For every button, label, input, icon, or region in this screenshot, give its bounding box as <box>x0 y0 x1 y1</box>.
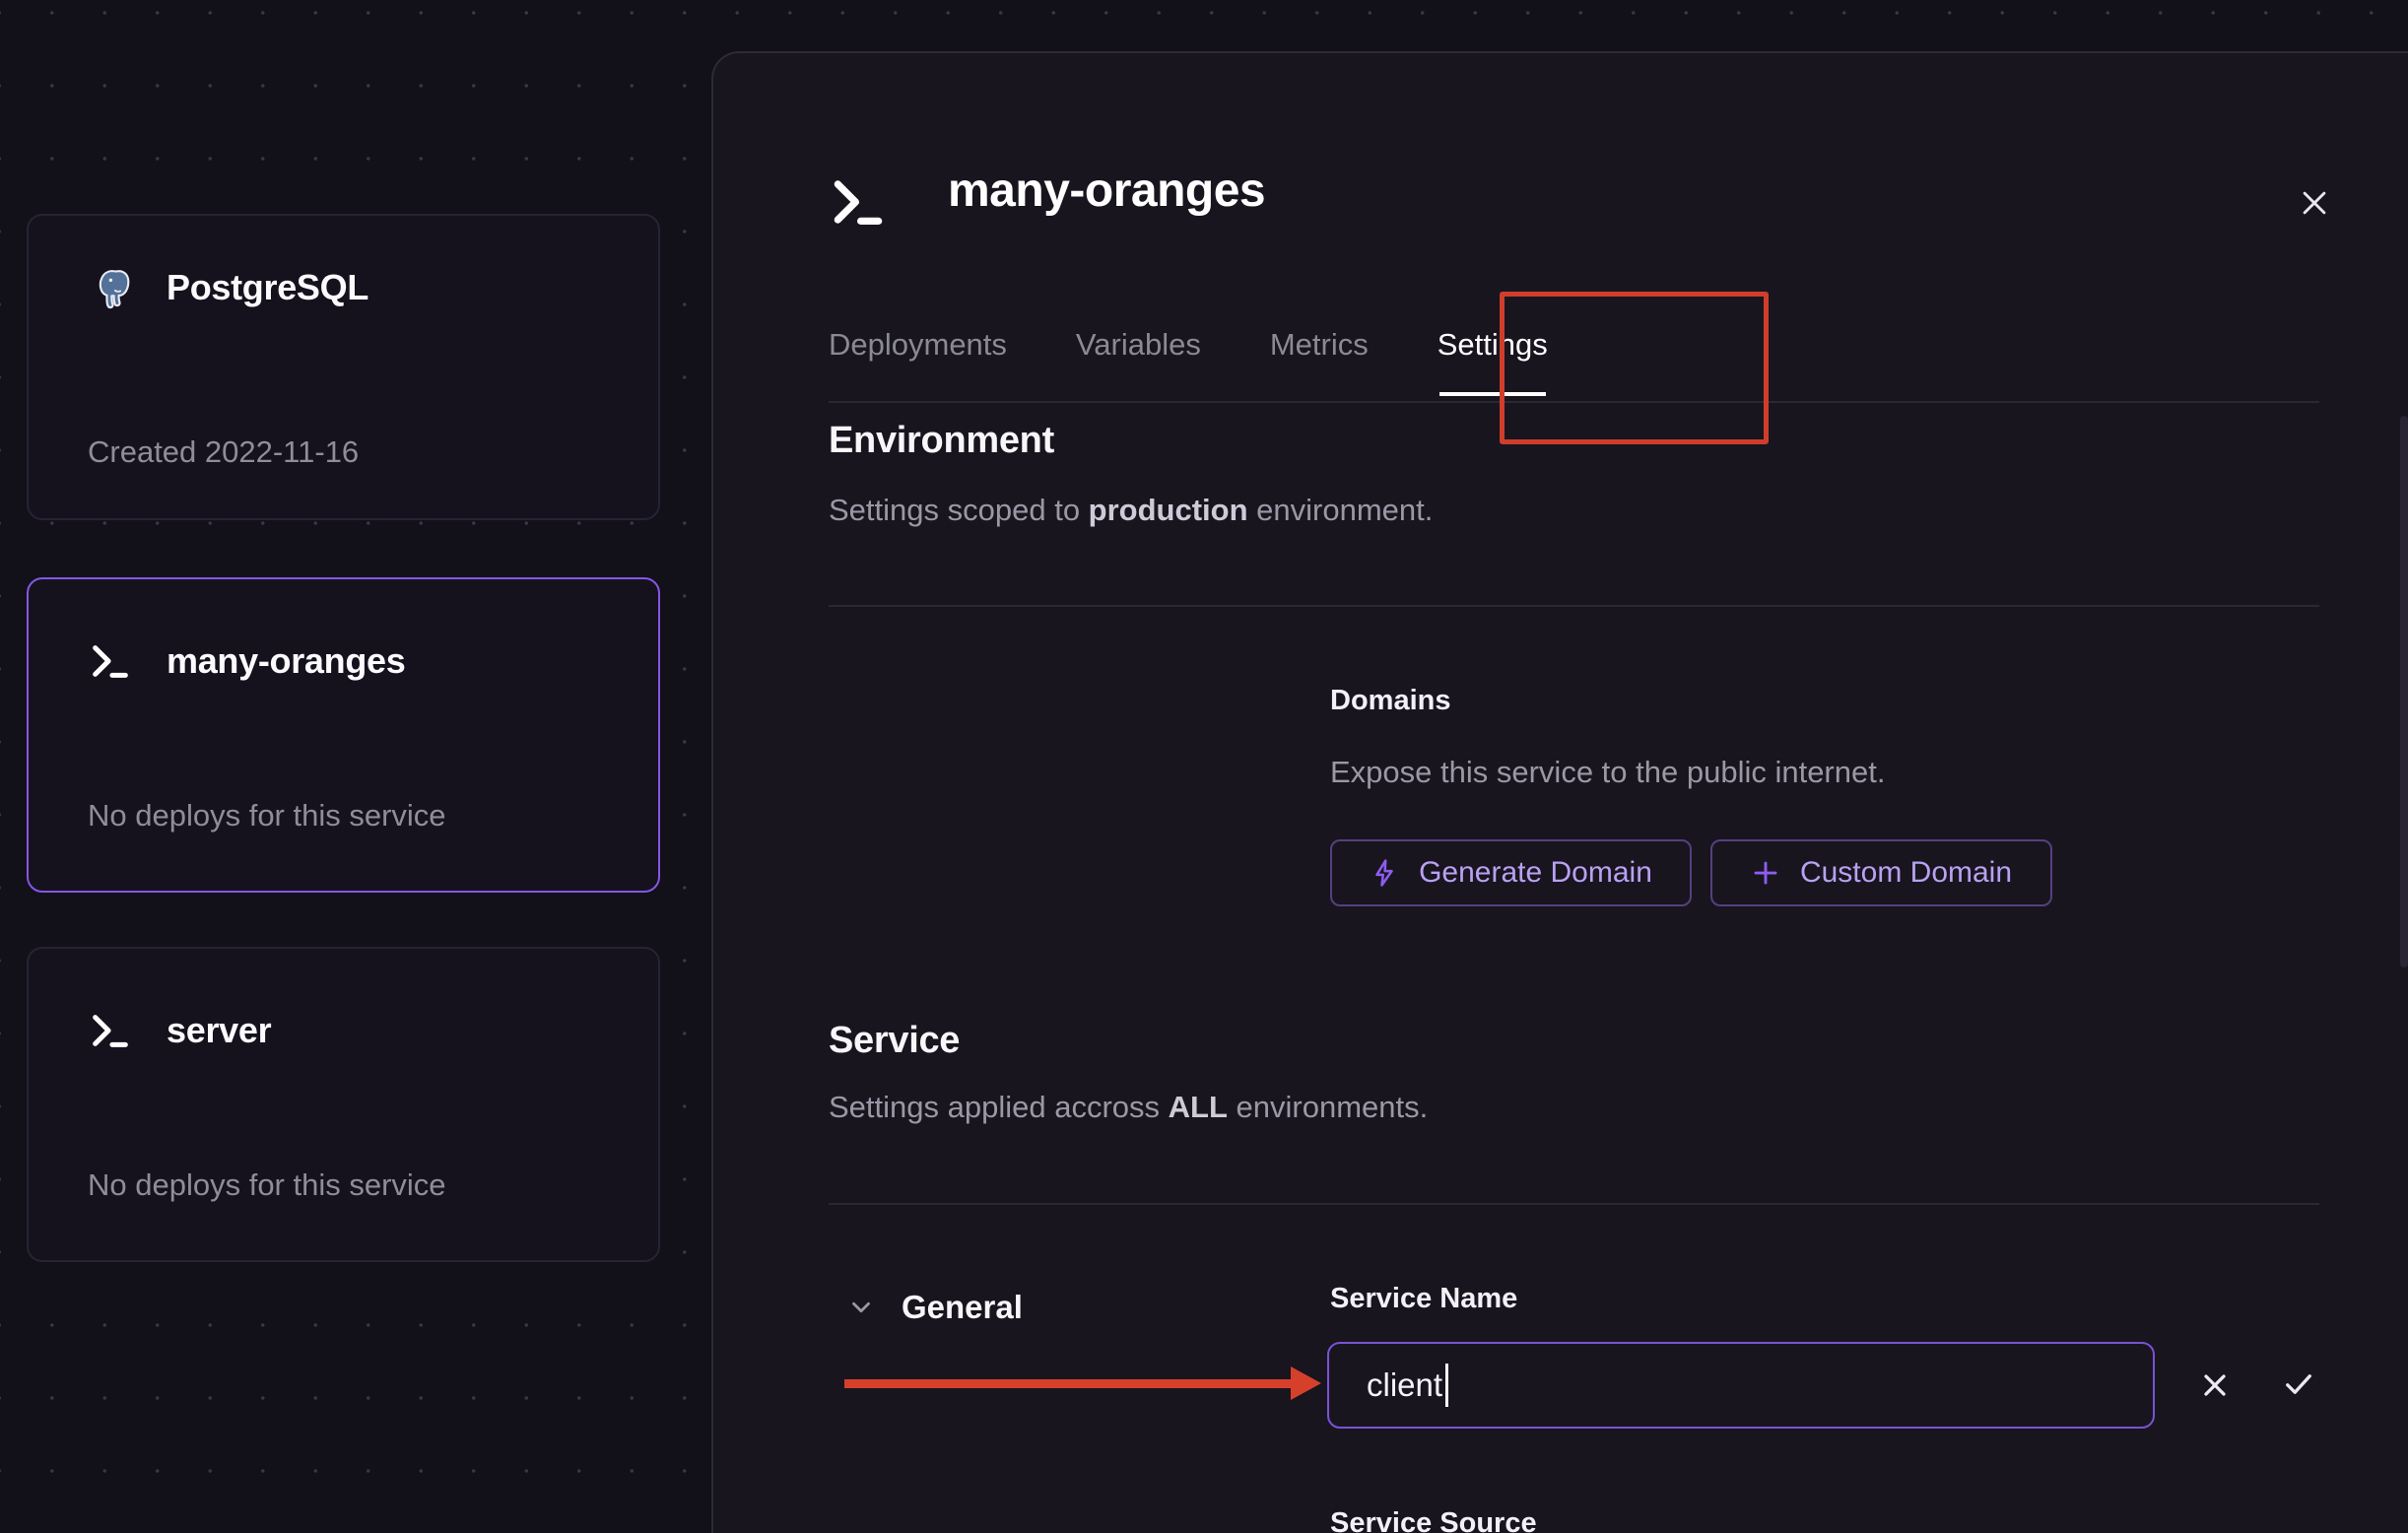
domains-actions: Generate Domain Custom Domain <box>1330 839 2052 906</box>
chevron-down-icon <box>852 1301 870 1313</box>
service-card-server[interactable]: server No deploys for this service <box>27 947 660 1262</box>
custom-domain-label: Custom Domain <box>1799 856 2013 889</box>
environment-heading: Environment <box>829 420 1054 461</box>
card-title: server <box>167 1010 272 1050</box>
terminal-prompt-icon <box>93 1015 128 1047</box>
generate-domain-button[interactable]: Generate Domain <box>1330 839 1692 906</box>
generate-domain-label: Generate Domain <box>1419 856 1652 889</box>
general-heading: General <box>902 1289 1023 1325</box>
service-description: Settings applied accross ALL environment… <box>829 1090 1428 1125</box>
terminal-prompt-icon <box>834 180 883 225</box>
domains-heading: Domains <box>1330 685 1451 716</box>
environment-divider <box>829 605 2319 607</box>
close-icon <box>2303 191 2326 215</box>
service-desc-suffix: environments. <box>1227 1090 1429 1124</box>
check-icon <box>2286 1374 2311 1394</box>
card-subtitle: Created 2022-11-16 <box>88 434 360 469</box>
card-subtitle: No deploys for this service <box>88 1167 446 1202</box>
service-name-label: Service Name <box>1330 1283 1518 1314</box>
domains-description: Expose this service to the public intern… <box>1330 755 1886 789</box>
service-desc-bold: ALL <box>1168 1090 1228 1124</box>
cancel-rename-button[interactable] <box>2187 1358 2242 1413</box>
panel-scrollbar[interactable] <box>2400 416 2408 967</box>
postgresql-elephant-icon <box>99 270 130 309</box>
panel-title: many-oranges <box>948 165 1266 217</box>
service-name-value: client <box>1367 1366 1443 1403</box>
plus-icon <box>1754 861 1777 885</box>
custom-domain-button[interactable]: Custom Domain <box>1710 839 2052 906</box>
x-icon <box>2204 1374 2226 1396</box>
close-button[interactable] <box>2287 175 2342 231</box>
service-panel: many-oranges Deployments Variables Metri… <box>711 51 2408 1533</box>
service-card-many-oranges[interactable]: many-oranges No deploys for this service <box>27 577 660 893</box>
text-cursor <box>1445 1364 1449 1407</box>
environment-description: Settings scoped to production environmen… <box>829 493 1433 528</box>
environment-desc-prefix: Settings scoped to <box>829 493 1089 527</box>
service-source-label: Service Source <box>1330 1507 1537 1533</box>
service-card-postgresql[interactable]: PostgreSQL Created 2022-11-16 <box>27 214 660 520</box>
card-title: many-oranges <box>167 640 406 681</box>
card-subtitle: No deploys for this service <box>88 798 446 833</box>
tab-deployments[interactable]: Deployments <box>829 327 1007 362</box>
environment-desc-suffix: environment. <box>1247 493 1434 527</box>
confirm-rename-button[interactable] <box>2271 1357 2326 1412</box>
service-divider <box>829 1203 2319 1205</box>
service-desc-prefix: Settings applied accross <box>829 1090 1169 1124</box>
tab-metrics[interactable]: Metrics <box>1269 327 1369 362</box>
card-title: PostgreSQL <box>167 267 369 307</box>
environment-name: production <box>1088 493 1248 527</box>
tab-variables[interactable]: Variables <box>1075 327 1201 362</box>
lightning-icon <box>1375 859 1393 887</box>
tab-settings[interactable]: Settings <box>1438 323 1548 396</box>
service-heading: Service <box>829 1020 961 1061</box>
panel-tabs: Deployments Variables Metrics Settings <box>829 323 1548 396</box>
service-name-input[interactable]: client <box>1327 1342 2155 1429</box>
general-section-toggle[interactable]: General <box>846 1282 1023 1333</box>
tabs-divider <box>829 401 2319 403</box>
terminal-prompt-icon <box>93 645 128 678</box>
